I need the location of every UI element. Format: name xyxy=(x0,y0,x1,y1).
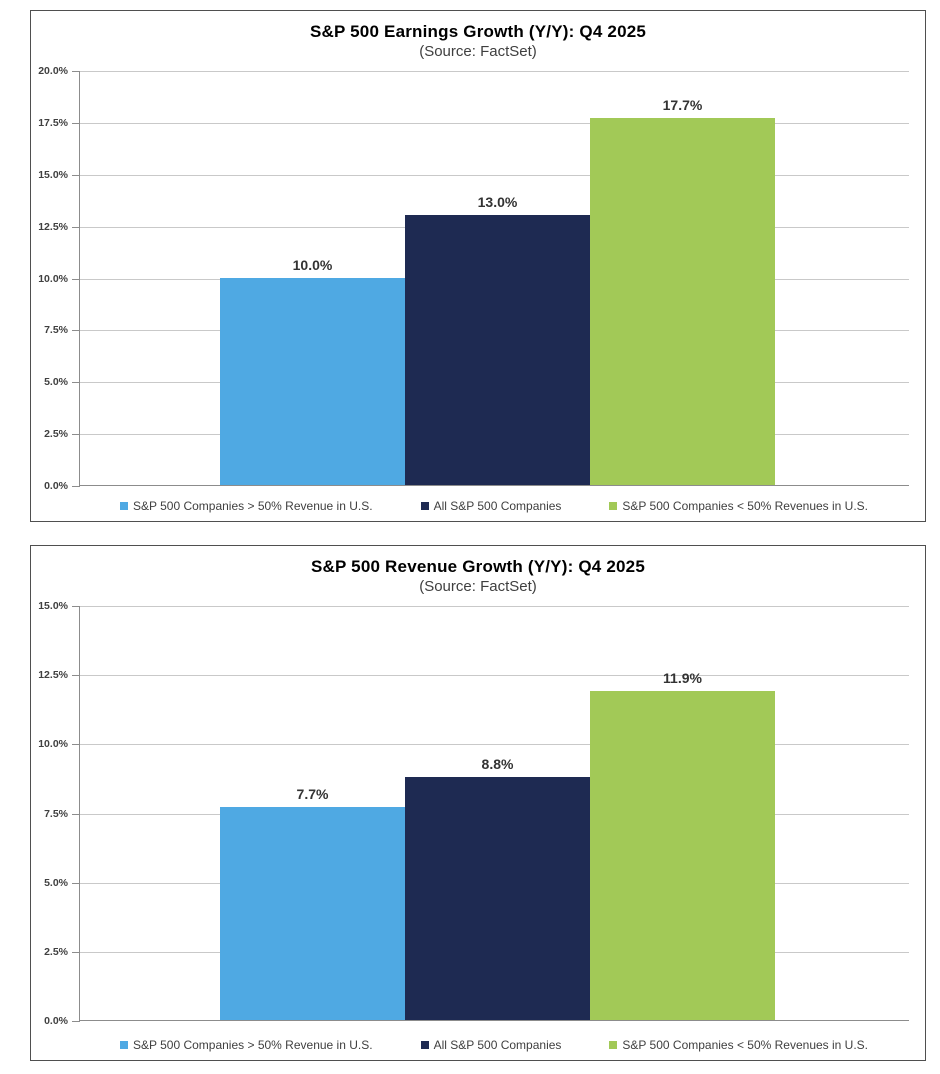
y-axis-tick-label: 15.0% xyxy=(38,599,68,612)
y-axis-tick-label: 5.0% xyxy=(44,876,68,889)
y-axis-tick-label: 17.5% xyxy=(38,116,68,129)
legend-item-label: S&P 500 Companies < 50% Revenues in U.S. xyxy=(622,1038,869,1052)
bar xyxy=(590,690,775,1020)
chart-subtitle: (Source: FactSet) xyxy=(419,43,537,60)
legend-item: S&P 500 Companies > 50% Revenue in U.S. xyxy=(119,1038,373,1052)
y-axis-tick-mark xyxy=(72,330,80,332)
bar xyxy=(220,277,405,485)
y-axis-tick-label: 15.0% xyxy=(38,168,68,181)
y-axis-tick-label: 10.0% xyxy=(38,738,68,751)
gridline xyxy=(80,71,909,72)
y-axis-tick-mark xyxy=(72,675,80,677)
gridline xyxy=(80,675,909,677)
legend-swatch-icon xyxy=(609,502,618,510)
legend-swatch-icon xyxy=(420,1041,429,1049)
gridline xyxy=(80,744,909,746)
bar-value-label: 13.0% xyxy=(477,194,518,211)
y-axis-tick-mark xyxy=(72,606,80,607)
y-axis-tick-mark xyxy=(72,744,80,746)
legend-item: All S&P 500 Companies xyxy=(420,499,562,513)
bar xyxy=(590,117,775,485)
chart-legend: S&P 500 Companies > 50% Revenue in U.S. A… xyxy=(79,500,909,512)
legend-item: S&P 500 Companies > 50% Revenue in U.S. xyxy=(119,499,373,513)
y-axis-tick-label: 20.0% xyxy=(38,64,68,77)
legend-item-label: All S&P 500 Companies xyxy=(433,499,562,513)
y-axis-tick-mark xyxy=(72,882,80,884)
chart-subtitle: (Source: FactSet) xyxy=(419,578,537,595)
legend-item-label: S&P 500 Companies < 50% Revenues in U.S. xyxy=(622,499,869,513)
y-axis-tick-label: 5.0% xyxy=(44,376,68,388)
chart-legend: S&P 500 Companies > 50% Revenue in U.S. A… xyxy=(79,1039,909,1051)
y-axis-tick-mark xyxy=(72,122,80,124)
y-axis-tick-mark xyxy=(72,813,80,815)
bar xyxy=(220,806,405,1020)
earnings-growth-chart: S&P 500 Earnings Growth (Y/Y): Q4 2025 (… xyxy=(30,10,926,522)
legend-swatch-icon xyxy=(420,502,429,510)
chart-title: S&P 500 Revenue Growth (Y/Y): Q4 2025 xyxy=(311,557,645,576)
y-axis-tick-mark xyxy=(72,174,80,176)
legend-item-label: S&P 500 Companies > 50% Revenue in U.S. xyxy=(132,1038,373,1052)
y-axis-tick-label: 0.0% xyxy=(44,479,68,492)
y-axis-tick-mark xyxy=(72,486,80,487)
y-axis-tick-mark xyxy=(72,278,80,280)
plot-area: 0.0% 2.5% 5.0% 7.5% 10.0% 12.5% 15.0% 7.7% 8.8% 1… xyxy=(38,601,909,1026)
bar-value-label: 11.9% xyxy=(663,669,702,686)
y-axis-tick-label: 12.5% xyxy=(38,668,68,681)
bar xyxy=(405,776,590,1020)
legend-swatch-icon xyxy=(609,1041,618,1049)
legend-item-label: All S&P 500 Companies xyxy=(433,1038,562,1052)
y-axis-tick-mark xyxy=(72,951,80,953)
y-axis-tick-label: 2.5% xyxy=(44,945,68,958)
bar-value-label: 10.0% xyxy=(292,256,333,273)
y-axis-tick-mark xyxy=(72,226,80,228)
plot-area: 0.0% 2.5% 5.0% 7.5% 10.0% 12.5% 15.0% 17.5% 20.0… xyxy=(38,66,909,491)
revenue-growth-chart: S&P 500 Revenue Growth (Y/Y): Q4 2025 (S… xyxy=(30,545,926,1061)
bar xyxy=(405,215,590,485)
bar-value-label: 17.7% xyxy=(662,96,703,113)
legend-item-label: S&P 500 Companies > 50% Revenue in U.S. xyxy=(132,499,373,513)
y-axis-tick-mark xyxy=(72,1021,80,1022)
bar-value-label: 8.8% xyxy=(481,755,514,772)
y-axis-tick-mark xyxy=(72,71,80,72)
legend-swatch-icon xyxy=(119,1041,128,1049)
gridline xyxy=(80,174,909,176)
legend-item: S&P 500 Companies < 50% Revenues in U.S. xyxy=(609,500,868,512)
legend-item: All S&P 500 Companies xyxy=(420,1038,562,1052)
y-axis-tick-label: 0.0% xyxy=(44,1014,68,1027)
y-axis-tick-label: 7.5% xyxy=(44,324,68,337)
legend-swatch-icon xyxy=(119,502,128,510)
y-axis-tick-mark xyxy=(72,382,80,384)
y-axis-tick-label: 10.0% xyxy=(38,272,68,285)
chart-title: S&P 500 Earnings Growth (Y/Y): Q4 2025 xyxy=(309,22,647,41)
bar-value-label: 7.7% xyxy=(296,785,329,802)
gridline xyxy=(80,606,909,607)
y-axis-tick-label: 2.5% xyxy=(44,427,68,440)
gridline xyxy=(80,122,909,124)
y-axis-tick-label: 12.5% xyxy=(38,220,68,233)
y-axis-tick-label: 7.5% xyxy=(44,807,68,820)
legend-item: S&P 500 Companies < 50% Revenues in U.S. xyxy=(609,1039,868,1051)
y-axis-tick-mark xyxy=(72,434,80,436)
